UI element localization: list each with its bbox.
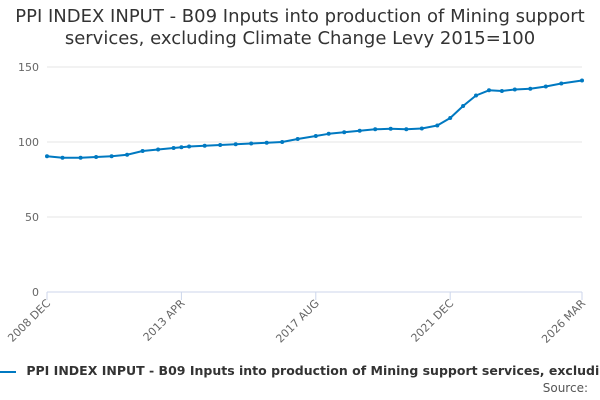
data-point[interactable]	[94, 155, 99, 159]
data-point[interactable]	[580, 78, 584, 83]
data-point[interactable]	[187, 144, 192, 149]
legend[interactable]: PPI INDEX INPUT - B09 Inputs into produc…	[0, 363, 600, 381]
chart-title: PPI INDEX INPUT - B09 Inputs into produc…	[15, 6, 585, 49]
data-point[interactable]	[435, 123, 440, 128]
legend-swatch[interactable]	[0, 370, 16, 373]
y-tick-label: 100	[18, 136, 39, 149]
data-point[interactable]	[419, 126, 424, 131]
y-tick-label: 0	[32, 286, 39, 299]
data-point[interactable]	[156, 147, 161, 152]
data-point[interactable]	[140, 149, 145, 153]
data-point[interactable]	[60, 155, 65, 160]
data-point[interactable]	[543, 84, 548, 89]
axes: 0 50 100 150 2008 DEC 2013 APR 2017 AUG 2021 DE…	[5, 61, 588, 346]
x-tick-label: 2017 AUG	[273, 297, 322, 346]
x-tick-label: 2008 DEC	[5, 297, 53, 345]
series-layer	[45, 78, 584, 160]
data-point[interactable]	[45, 154, 49, 159]
data-point[interactable]	[559, 81, 564, 86]
data-point[interactable]	[280, 140, 285, 144]
data-point[interactable]	[404, 127, 409, 132]
data-point[interactable]	[326, 131, 331, 136]
data-point[interactable]	[512, 87, 517, 92]
data-point[interactable]	[499, 89, 504, 93]
data-point[interactable]	[295, 137, 300, 141]
data-point[interactable]	[125, 152, 130, 157]
data-point[interactable]	[249, 141, 254, 146]
data-point[interactable]	[313, 134, 318, 138]
data-point[interactable]	[357, 128, 362, 133]
data-point[interactable]	[179, 145, 184, 150]
legend-label[interactable]: PPI INDEX INPUT - B09 Inputs into produc…	[26, 363, 600, 378]
y-tick-label: 150	[18, 61, 39, 74]
data-point[interactable]	[388, 126, 393, 131]
data-point[interactable]	[342, 130, 347, 135]
data-point[interactable]	[474, 93, 478, 98]
data-point[interactable]	[528, 86, 533, 91]
legend-item[interactable]: PPI INDEX INPUT - B09 Inputs into produc…	[0, 363, 600, 378]
data-point[interactable]	[218, 143, 223, 147]
y-tick-label: 50	[25, 211, 39, 224]
data-point[interactable]	[448, 116, 453, 120]
data-point[interactable]	[202, 143, 207, 148]
data-point[interactable]	[109, 154, 114, 159]
data-point[interactable]	[171, 146, 176, 150]
x-tick-label: 2013 APR	[141, 297, 188, 344]
data-point[interactable]	[264, 140, 269, 145]
data-point[interactable]	[487, 88, 491, 93]
source-label: Source:	[542, 381, 588, 395]
data-point[interactable]	[373, 127, 378, 132]
x-tick-label: 2021 DEC	[409, 297, 457, 345]
data-point[interactable]	[233, 142, 238, 147]
gridlines	[47, 66, 582, 218]
data-point[interactable]	[461, 104, 466, 108]
data-point[interactable]	[78, 155, 83, 160]
x-tick-label: 2026 MAR	[539, 297, 588, 346]
